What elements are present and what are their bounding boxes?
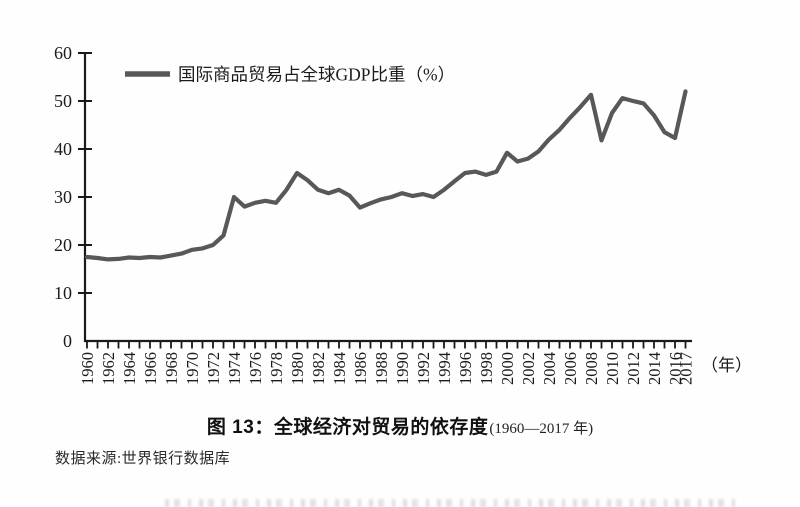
x-axis-tick-label: 1980: [288, 352, 307, 385]
cropped-next-line-remnant: [165, 499, 735, 507]
y-axis-tick-label: 30: [54, 187, 72, 207]
x-axis-tick-label: 2017: [677, 352, 696, 385]
y-axis-tick-label: 60: [54, 43, 72, 63]
x-axis-tick-label: 2008: [582, 352, 601, 385]
x-axis-tick-label: 1968: [162, 352, 181, 385]
x-axis-tick-label: 2002: [519, 352, 538, 385]
x-axis-tick-label: 1978: [267, 352, 286, 385]
y-axis-tick-label: 50: [54, 91, 72, 111]
x-axis-tick-label: 2004: [540, 352, 559, 385]
y-axis-tick-label: 10: [54, 283, 72, 303]
y-axis-tick-label: 40: [54, 139, 72, 159]
x-axis-tick-label: 1988: [372, 352, 391, 385]
x-axis-tick-label: 1976: [246, 352, 265, 385]
x-axis-tick-label: 1964: [120, 352, 139, 385]
y-axis-tick-label: 20: [54, 235, 72, 255]
x-axis-tick-label: 1990: [393, 352, 412, 385]
x-axis-tick-label: 2010: [603, 352, 622, 385]
x-axis-tick-label: 2016: [666, 352, 685, 385]
x-axis-tick-label: 1996: [456, 352, 475, 385]
figure-caption: 图 13：全球经济对贸易的依存度(1960—2017 年): [0, 412, 800, 439]
x-axis-tick-label: 1962: [99, 352, 118, 385]
x-axis-tick-label: 1960: [78, 352, 97, 385]
x-axis-tick-label: 1966: [141, 352, 160, 385]
x-axis-tick-label: 2012: [624, 352, 643, 385]
x-axis-tick-label: 1986: [351, 352, 370, 385]
x-axis-tick-label: 2014: [645, 352, 664, 385]
figure-caption-main: 图 13：全球经济对贸易的依存度: [206, 417, 489, 438]
x-axis-tick-label: 1970: [183, 352, 202, 385]
x-axis-tick-label: 1982: [309, 352, 328, 385]
x-axis-tick-label: 2006: [561, 352, 580, 385]
figure-caption-range: (1960—2017 年): [489, 421, 594, 437]
x-axis-tick-label: 1984: [330, 352, 349, 385]
trade-share-line: [84, 89, 688, 262]
chart-area: 国际商品贸易占全球GDP比重（%） 0 10 20 30 40 50 60 1960 1962 19…: [54, 43, 752, 385]
x-axis-unit-label: （年）: [701, 356, 752, 375]
x-axis-tick-label: 1998: [477, 352, 496, 385]
x-axis-tick-label: 1974: [225, 352, 244, 385]
x-axis-tick-label: 2000: [498, 352, 517, 385]
x-axis-tick-label: 1992: [414, 352, 433, 385]
x-axis-tick-label: 1972: [204, 352, 223, 385]
figure-source: 数据来源:世界银行数据库: [55, 451, 231, 467]
y-axis-tick-label: 0: [63, 331, 72, 351]
legend-label: 国际商品贸易占全球GDP比重（%）: [178, 65, 455, 85]
x-axis-tick-label: 1994: [435, 352, 454, 385]
